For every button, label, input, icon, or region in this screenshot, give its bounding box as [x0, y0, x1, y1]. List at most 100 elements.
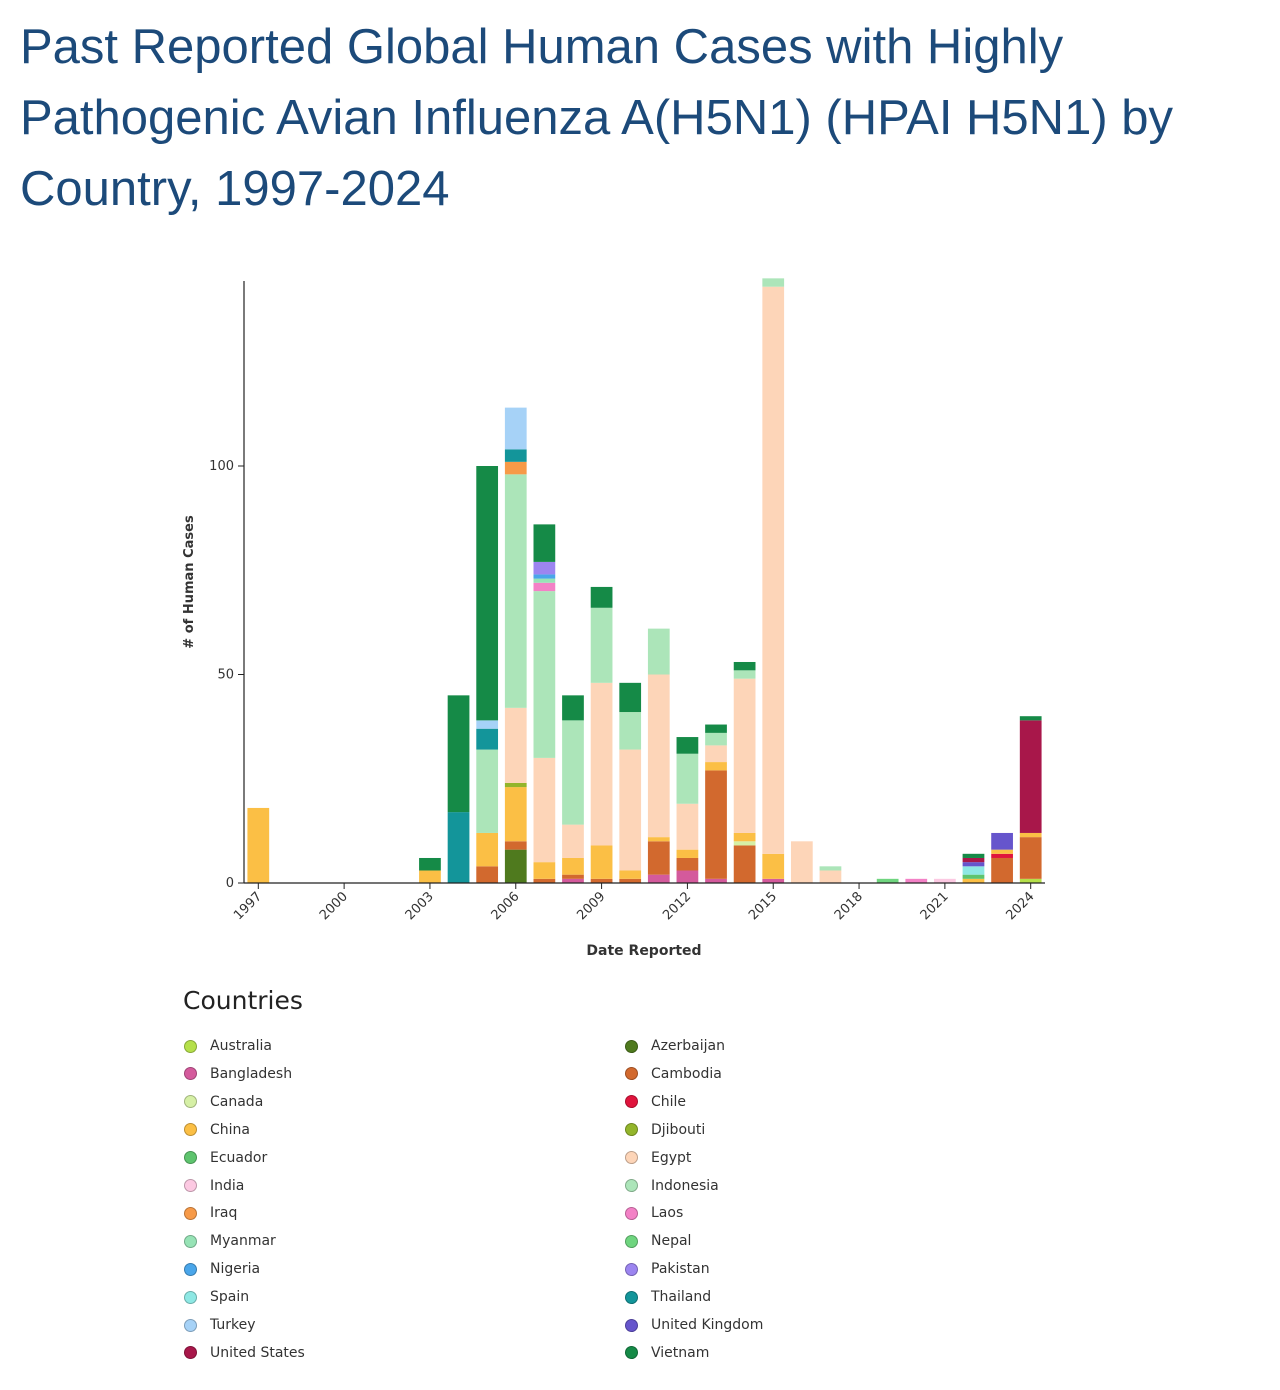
bar-segment: [1019, 837, 1042, 879]
bar-segment: [991, 849, 1013, 854]
legend-label: Pakistan: [651, 1261, 710, 1278]
bar-segment: [533, 524, 556, 562]
legend-item: Vietnam: [625, 1343, 709, 1363]
bar-segment: [476, 466, 499, 721]
legend-item: Egypt: [625, 1148, 691, 1168]
legend-label: Laos: [651, 1205, 684, 1222]
bar-segment: [676, 737, 699, 754]
legend-swatch-icon: [184, 1290, 197, 1304]
bar-segment: [962, 862, 985, 867]
legend-swatch-icon: [625, 1234, 638, 1248]
bar-segment: [876, 878, 899, 883]
legend-item: Laos: [625, 1203, 683, 1223]
legend-label: Cambodia: [651, 1065, 722, 1082]
legend-label: Myanmar: [210, 1233, 276, 1250]
legend-swatch-icon: [625, 1262, 638, 1276]
bar-segment: [733, 661, 756, 671]
bar-segment: [790, 841, 813, 883]
legend-swatch-icon: [184, 1206, 197, 1220]
bar-segment: [533, 862, 556, 879]
legend-swatch-icon: [184, 1039, 197, 1053]
x-tick-label: 2003: [403, 889, 437, 923]
legend-swatch-icon: [625, 1179, 638, 1192]
bar-segment: [676, 753, 699, 804]
legend-swatch-icon: [625, 1067, 638, 1081]
legend-swatch-icon: [184, 1262, 197, 1276]
bar-segment: [447, 695, 470, 813]
legend-item: India: [184, 1176, 244, 1196]
legend-swatch-icon: [184, 1318, 197, 1332]
bar-segment: [733, 678, 756, 833]
bar-segment: [647, 628, 670, 675]
x-tick-label: 1997: [231, 889, 265, 923]
bar-segment: [934, 878, 956, 883]
y-axis-title: # of Human Cases: [182, 515, 197, 649]
bar-segment: [504, 449, 527, 462]
bar-segment: [562, 720, 584, 825]
legend-item: Indonesia: [625, 1176, 719, 1196]
bar-segment: [962, 878, 985, 883]
bar-segment: [733, 841, 756, 846]
legend-item: Australia: [184, 1036, 272, 1056]
legend-item: Myanmar: [184, 1231, 276, 1251]
legend-item: Iraq: [184, 1203, 237, 1223]
bar-segment: [590, 845, 613, 879]
x-tick-label: 2009: [574, 889, 608, 923]
legend-swatch-icon: [625, 1123, 638, 1137]
bar-segment: [562, 857, 584, 875]
bar-segment: [762, 278, 785, 287]
bar-segment: [476, 728, 499, 750]
bar-segment: [705, 770, 727, 879]
legend-label: Ecuador: [210, 1149, 268, 1166]
bar-segment: [504, 474, 527, 708]
legend-swatch-icon: [184, 1346, 197, 1360]
legend-label: Azerbaijan: [651, 1038, 725, 1054]
bar-segment: [533, 591, 556, 758]
legend-label: Australia: [210, 1038, 272, 1054]
stacked-bar-chart: 0 50 100 1997 2000 2003 2006 2009 2012 2015 2018 20…: [182, 278, 1045, 959]
bar-segment: [962, 857, 985, 863]
bar-segment: [962, 866, 985, 875]
bar-segment: [504, 407, 527, 450]
bar-segment: [1019, 832, 1042, 838]
legend-label: Nigeria: [210, 1261, 261, 1278]
x-tick-label: 2015: [746, 889, 780, 923]
bar-segment: [504, 461, 527, 475]
bar-segment: [676, 849, 699, 858]
legend-label: Spain: [210, 1289, 250, 1306]
legend-swatch-icon: [184, 1234, 197, 1248]
bar-segment: [590, 586, 613, 608]
legend-label: Iraq: [210, 1205, 238, 1222]
bar-segment: [619, 878, 642, 883]
bar-segment: [247, 807, 270, 883]
legend-label: Nepal: [651, 1233, 692, 1250]
bar-segment: [905, 878, 928, 883]
legend-item: Thailand: [625, 1287, 711, 1307]
bar-segment: [590, 878, 613, 883]
bar-segment: [962, 874, 985, 879]
legend-swatch-icon: [625, 1290, 638, 1304]
legend-swatch-icon: [625, 1039, 638, 1053]
bar-segment: [647, 837, 670, 842]
bar-segment: [991, 832, 1013, 850]
bar-segment: [476, 749, 499, 833]
legend-item: Nepal: [625, 1231, 691, 1251]
bar-segment: [562, 874, 584, 879]
legend-item: Nigeria: [184, 1259, 260, 1279]
bar-segment: [619, 749, 642, 871]
x-tick-label: 2012: [660, 889, 694, 923]
legend-label: China: [210, 1121, 250, 1138]
bar-segment: [504, 849, 527, 883]
legend-swatch-icon: [184, 1151, 197, 1165]
y-tick-label: 100: [209, 459, 234, 474]
legend-item: Azerbaijan: [625, 1036, 725, 1056]
bar-segment: [676, 857, 699, 871]
legend-item: United States: [184, 1343, 305, 1363]
bar-segment: [476, 720, 499, 729]
legend-label: Vietnam: [651, 1344, 710, 1361]
x-tick-label: 2021: [918, 889, 952, 923]
legend-label: Turkey: [210, 1317, 256, 1333]
bar-segment: [647, 841, 670, 875]
bar-segment: [419, 870, 441, 883]
legend-swatch-icon: [184, 1123, 197, 1137]
